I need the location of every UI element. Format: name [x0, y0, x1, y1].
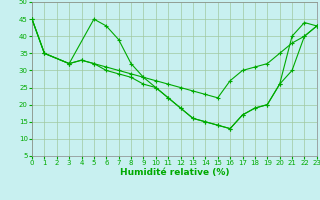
X-axis label: Humidité relative (%): Humidité relative (%) — [120, 168, 229, 177]
